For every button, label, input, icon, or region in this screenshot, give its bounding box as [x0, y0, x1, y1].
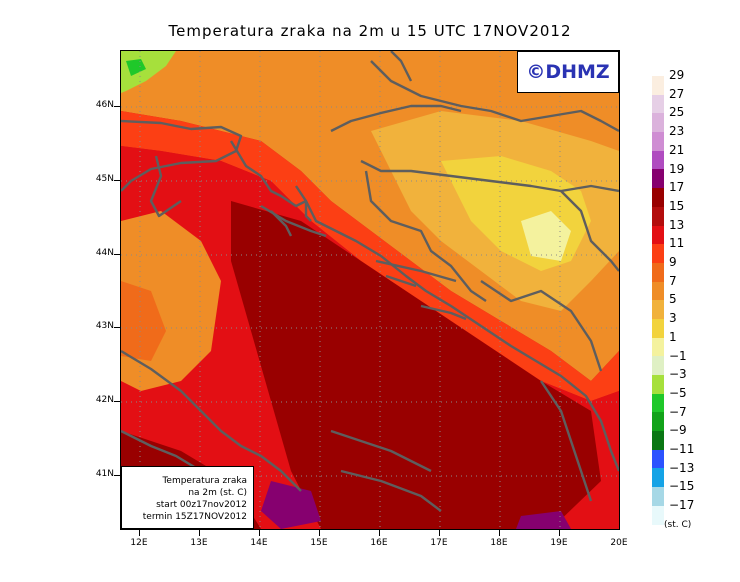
legend-swatch — [652, 206, 664, 226]
info-line-2: na 2m (st. C) — [188, 488, 247, 498]
info-line-4: termin 15Z17NOV2012 — [142, 512, 247, 522]
lat-label: 42N — [95, 395, 114, 405]
legend-label: 23 — [669, 124, 685, 139]
lon-tick — [499, 530, 500, 536]
legend-swatch — [652, 449, 664, 469]
lat-tick — [114, 401, 120, 402]
legend-label: −17 — [669, 498, 695, 513]
lat-tick — [114, 180, 120, 181]
legend-label: 3 — [669, 311, 677, 326]
temperature-field — [121, 51, 619, 529]
legend-swatch — [652, 337, 664, 357]
legend-label: 25 — [669, 105, 685, 120]
legend-label: 19 — [669, 161, 685, 176]
legend-label: 15 — [669, 198, 685, 213]
lon-label: 19E — [550, 538, 568, 548]
color-legend — [652, 76, 664, 525]
legend-label: 17 — [669, 180, 685, 195]
lon-tick — [379, 530, 380, 536]
info-box: Temperatura zraka na 2m (st. C) start 00… — [121, 466, 254, 529]
legend-label: −13 — [669, 460, 695, 475]
lon-label: 18E — [490, 538, 508, 548]
dhmz-logo: ©DHMZ — [517, 51, 619, 93]
legend-label: −9 — [669, 423, 687, 438]
lon-tick — [139, 530, 140, 536]
lat-tick — [114, 254, 120, 255]
legend-swatch — [652, 318, 664, 338]
legend-label: 7 — [669, 273, 677, 288]
legend-swatch — [652, 262, 664, 282]
legend-label: 9 — [669, 255, 677, 269]
legend-swatch — [652, 132, 664, 151]
lat-label: 45N — [95, 174, 114, 184]
lon-label: 12E — [130, 538, 148, 548]
legend-label: −11 — [669, 442, 695, 456]
lon-label: 16E — [370, 538, 388, 548]
legend-swatch — [652, 468, 664, 488]
legend-swatch — [652, 393, 664, 413]
lon-tick — [199, 530, 200, 536]
lat-label: 44N — [95, 248, 114, 258]
lat-tick — [114, 475, 120, 476]
legend-swatch — [652, 487, 664, 506]
legend-swatch — [652, 113, 664, 133]
lon-label: 15E — [310, 538, 328, 548]
temperature-map — [120, 50, 620, 530]
legend-label: 29 — [669, 68, 685, 82]
lon-tick — [319, 530, 320, 536]
legend-label: −15 — [669, 479, 695, 494]
legend-label: 11 — [669, 236, 685, 251]
legend-swatch — [652, 300, 664, 319]
info-line-1: Temperatura zraka — [162, 476, 247, 486]
lat-tick — [114, 106, 120, 107]
lon-tick — [259, 530, 260, 536]
legend-swatch — [652, 281, 664, 301]
legend-swatch — [652, 431, 664, 450]
legend-label: 1 — [669, 329, 677, 344]
lon-label: 14E — [250, 538, 268, 548]
legend-label: −5 — [669, 385, 687, 400]
lon-label: 13E — [190, 538, 208, 548]
legend-swatch — [652, 356, 664, 375]
lon-tick — [439, 530, 440, 536]
map-title: Temperatura zraka na 2m u 15 UTC 17NOV20… — [168, 22, 572, 40]
legend-label: −7 — [669, 404, 687, 419]
info-line-3: start 00z17nov2012 — [156, 500, 247, 510]
legend-label: 21 — [669, 142, 685, 157]
legend-swatch — [652, 94, 664, 114]
legend-swatch — [652, 169, 664, 189]
legend-label: 5 — [669, 292, 677, 307]
lon-label: 20E — [610, 538, 628, 548]
legend-swatch — [652, 505, 664, 525]
lon-tick — [559, 530, 560, 536]
legend-swatch — [652, 76, 664, 95]
legend-label: −3 — [669, 367, 687, 382]
lat-tick — [114, 327, 120, 328]
legend-swatch — [652, 244, 664, 263]
legend-swatch — [652, 150, 664, 170]
legend-label: 13 — [669, 217, 685, 232]
legend-label: −1 — [669, 348, 687, 363]
legend-swatch — [652, 188, 664, 207]
legend-swatch — [652, 375, 664, 394]
lat-label: 41N — [95, 469, 114, 479]
lat-label: 43N — [95, 321, 114, 331]
lon-label: 17E — [430, 538, 448, 548]
legend-unit: (st. C) — [664, 520, 692, 530]
legend-swatch — [652, 412, 664, 432]
legend-swatch — [652, 225, 664, 245]
legend-label: 27 — [669, 86, 685, 101]
lat-label: 46N — [95, 100, 114, 110]
